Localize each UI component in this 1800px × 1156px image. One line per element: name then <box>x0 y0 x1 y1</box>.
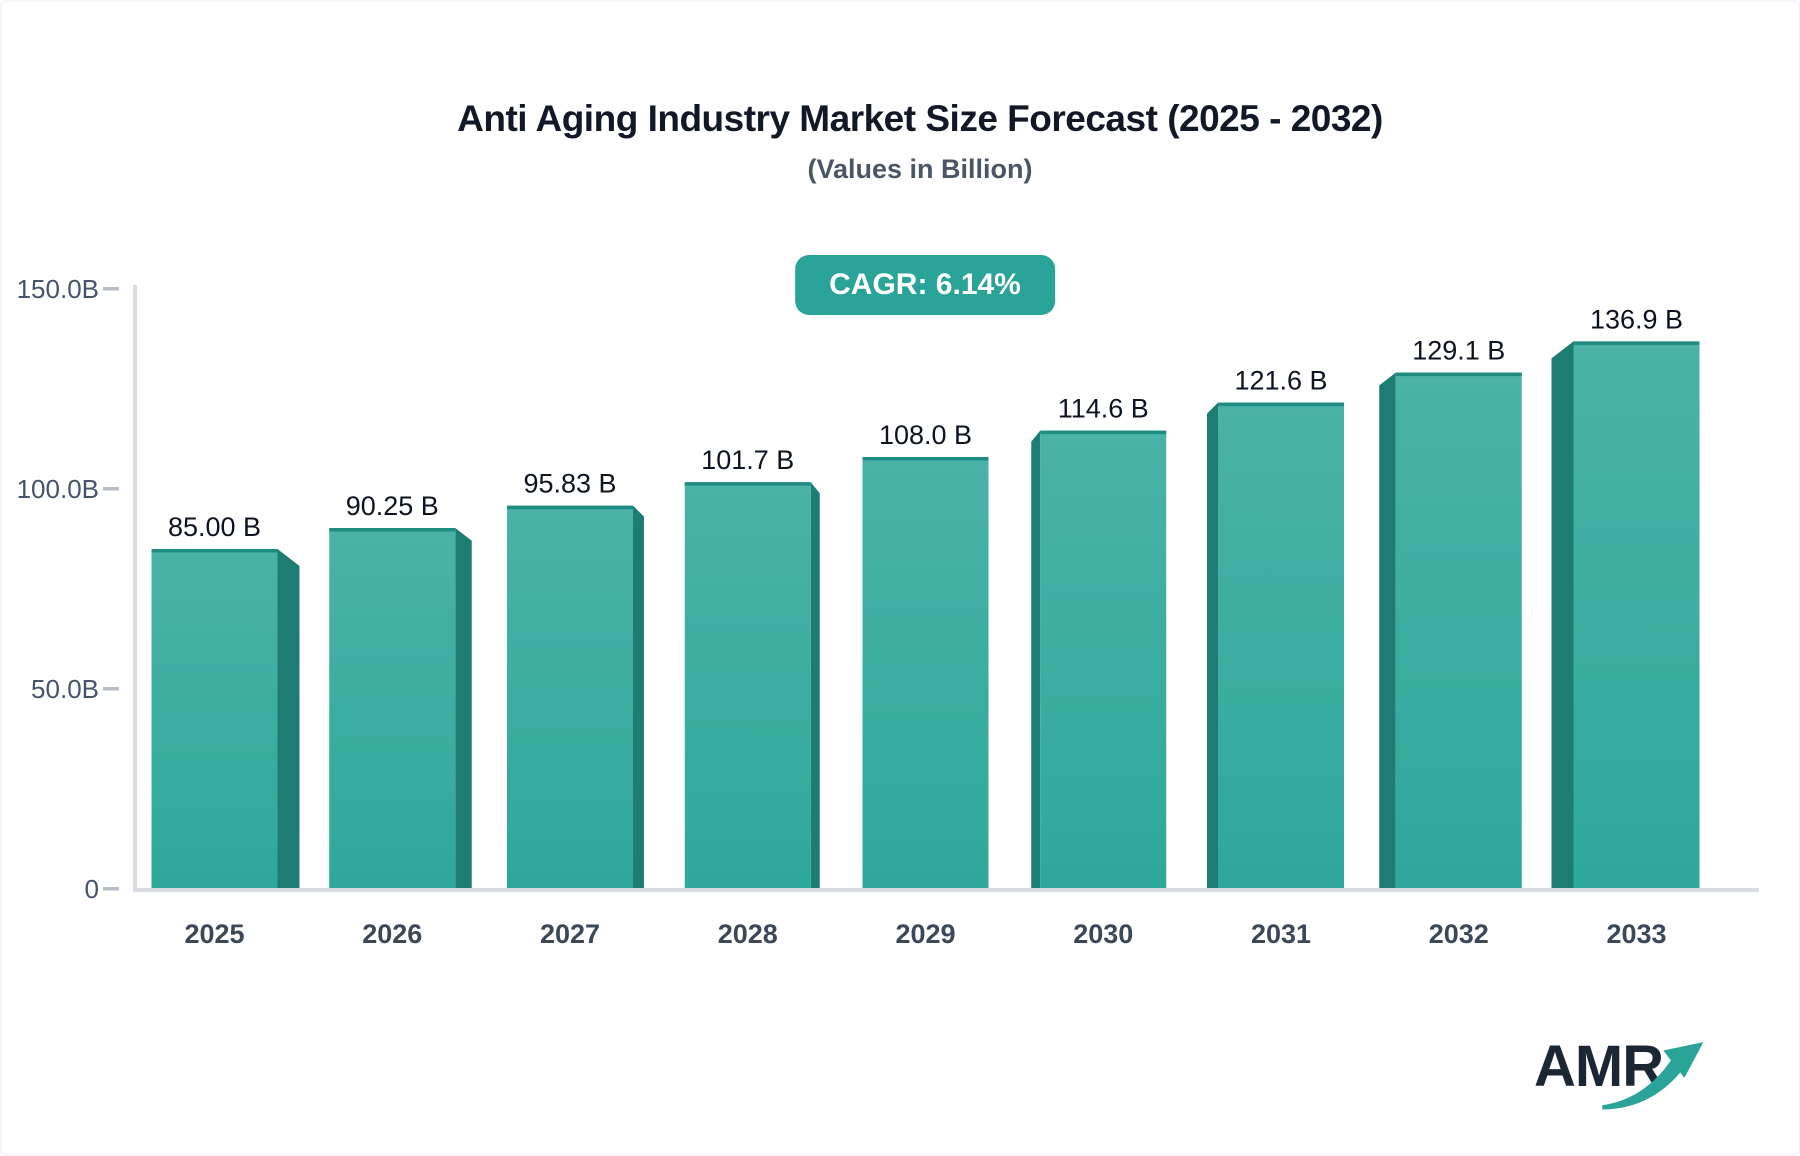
bar-2033: 136.9 B 2033 <box>1551 304 1700 949</box>
x-axis-label: 2028 <box>718 919 778 949</box>
cagr-badge: CAGR: 6.14% <box>795 255 1055 315</box>
bar-top-edge <box>1395 372 1522 377</box>
bar-2028: 101.7 B 2028 <box>684 445 820 949</box>
bar-side-face <box>1551 341 1574 890</box>
bar-2025: 85.00 B 2025 <box>151 512 300 949</box>
bar-value-label: 85.00 B <box>168 512 261 542</box>
bar-front-face <box>684 482 811 890</box>
x-axis-label: 2026 <box>362 919 422 949</box>
amr-logo: AMR <box>1534 1038 1714 1128</box>
bar-side-face <box>633 505 644 890</box>
bar-front-face <box>862 457 989 890</box>
bar-side-face <box>455 528 472 890</box>
bar-front-face <box>151 549 278 890</box>
bar-value-label: 114.6 B <box>1058 394 1149 424</box>
y-axis-label: 50.0B <box>31 674 99 704</box>
x-axis-label: 2031 <box>1251 919 1311 949</box>
bar-top-edge <box>151 549 278 553</box>
bar-2030: 114.6 B 2030 <box>1031 394 1167 949</box>
bar-front-face <box>329 528 456 890</box>
bar-front-face <box>1218 402 1344 890</box>
bar-2026: 90.25 B 2026 <box>329 491 472 949</box>
bar-front-face <box>1395 372 1522 891</box>
growth-arrow-tail <box>1602 1058 1685 1110</box>
y-axis-tick <box>103 487 119 491</box>
bar-value-label: 95.83 B <box>523 469 616 499</box>
y-axis-tick <box>103 287 119 291</box>
growth-arrow-icon <box>1602 1042 1704 1110</box>
bar-value-label: 136.9 B <box>1590 304 1683 334</box>
growth-arrow-head <box>1663 1042 1704 1078</box>
y-axis-label: 0 <box>85 874 99 904</box>
bar-value-label: 101.7 B <box>701 445 794 475</box>
bar-side-face <box>1379 372 1396 891</box>
bar-side-face <box>277 549 300 890</box>
bar-2029: 108.0 B 2029 <box>862 420 989 949</box>
bar-value-label: 121.6 B <box>1234 366 1327 396</box>
bar-value-label: 108.0 B <box>879 420 972 450</box>
bar-front-face <box>1040 430 1167 890</box>
bar-top-edge <box>684 482 811 486</box>
x-axis-label: 2032 <box>1429 919 1489 949</box>
bar-value-label: 90.25 B <box>346 491 439 521</box>
bar-2031: 121.6 B 2031 <box>1206 366 1344 949</box>
bar-top-edge <box>507 505 633 510</box>
bar-front-face <box>1573 341 1700 890</box>
bar-value-label: 129.1 B <box>1412 336 1505 366</box>
bar-top-edge <box>1218 402 1344 407</box>
bar-2032: 129.1 B 2032 <box>1379 336 1522 949</box>
x-axis-label: 2033 <box>1606 919 1666 949</box>
x-axis-line <box>133 888 1759 892</box>
bar-side-face <box>1206 402 1218 890</box>
bar-2027: 95.83 B 2027 <box>507 469 644 949</box>
chart-subtitle: (Values in Billion) <box>807 154 1033 184</box>
amr-logo-text: AMR <box>1534 1034 1664 1099</box>
bar-side-face <box>810 482 820 890</box>
bar-front-face <box>507 505 633 890</box>
y-axis-line <box>133 285 137 892</box>
bar-top-edge <box>1573 341 1700 345</box>
x-axis-label: 2029 <box>895 919 955 949</box>
x-axis-label: 2030 <box>1073 919 1133 949</box>
y-axis-tick <box>103 687 119 691</box>
y-axis-label: 150.0B <box>17 274 99 304</box>
x-axis-label: 2025 <box>184 919 244 949</box>
chart-header: Anti Aging Industry Market Size Forecast… <box>42 98 1798 185</box>
bar-top-edge <box>862 457 989 461</box>
x-axis-label: 2027 <box>540 919 600 949</box>
chart-title: Anti Aging Industry Market Size Forecast… <box>457 98 1383 139</box>
bar-side-face <box>1031 430 1041 890</box>
bar-top-edge <box>1040 430 1167 435</box>
y-axis-tick <box>103 887 119 891</box>
y-axis-label: 100.0B <box>17 474 99 504</box>
bar-top-edge <box>329 528 456 532</box>
